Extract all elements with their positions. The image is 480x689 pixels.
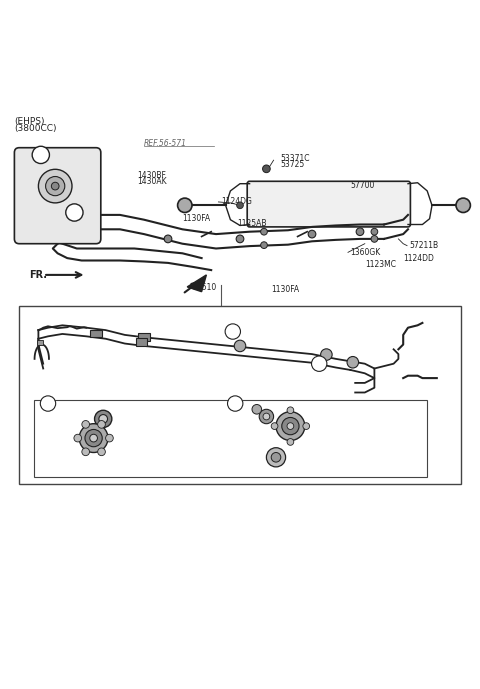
Circle shape — [308, 230, 316, 238]
Bar — [34, 400, 427, 477]
Circle shape — [287, 423, 294, 429]
Text: 1130FA: 1130FA — [182, 214, 211, 223]
Circle shape — [261, 242, 267, 249]
Text: 57510: 57510 — [192, 283, 216, 292]
Text: 57560: 57560 — [389, 375, 413, 384]
Circle shape — [82, 420, 90, 429]
Text: a: a — [230, 327, 235, 336]
Text: b: b — [317, 359, 322, 368]
Circle shape — [98, 420, 106, 429]
Circle shape — [371, 236, 378, 243]
Text: 1125AB: 1125AB — [238, 219, 267, 228]
Text: A: A — [72, 209, 77, 216]
Circle shape — [271, 453, 281, 462]
Circle shape — [347, 356, 359, 368]
Text: 53371C: 53371C — [281, 154, 310, 163]
Text: 57239E: 57239E — [245, 424, 274, 433]
Circle shape — [287, 439, 294, 445]
Circle shape — [303, 423, 310, 429]
Circle shape — [79, 424, 108, 453]
Text: 1360GK: 1360GK — [350, 248, 381, 257]
Circle shape — [271, 423, 278, 429]
Circle shape — [276, 412, 305, 440]
Circle shape — [38, 169, 72, 203]
FancyBboxPatch shape — [14, 147, 101, 244]
Circle shape — [236, 235, 244, 243]
Circle shape — [259, 409, 274, 424]
Text: (3800CC): (3800CC) — [14, 124, 57, 133]
FancyBboxPatch shape — [247, 181, 410, 227]
Text: 57555J: 57555J — [74, 351, 101, 360]
Text: 57562: 57562 — [389, 380, 413, 389]
Text: 1130FA: 1130FA — [271, 285, 300, 294]
Circle shape — [321, 349, 332, 360]
Circle shape — [261, 228, 267, 235]
Circle shape — [287, 407, 294, 413]
Circle shape — [40, 396, 56, 411]
Text: 57587: 57587 — [72, 405, 96, 414]
Bar — [19, 306, 461, 484]
Circle shape — [51, 183, 59, 190]
Circle shape — [98, 448, 106, 455]
Text: 1123MC: 1123MC — [365, 260, 396, 269]
Circle shape — [95, 410, 112, 428]
Circle shape — [164, 235, 172, 243]
Circle shape — [82, 448, 89, 455]
Circle shape — [46, 176, 65, 196]
Text: FR.: FR. — [29, 270, 47, 280]
Circle shape — [90, 434, 97, 442]
Circle shape — [85, 429, 102, 446]
Circle shape — [234, 340, 246, 351]
Circle shape — [371, 228, 378, 235]
Text: 57700: 57700 — [350, 181, 375, 189]
Text: A: A — [38, 152, 44, 158]
Circle shape — [178, 198, 192, 212]
Text: 57252B: 57252B — [266, 462, 296, 471]
Circle shape — [106, 434, 113, 442]
Circle shape — [356, 228, 364, 236]
Circle shape — [252, 404, 262, 414]
Circle shape — [266, 448, 286, 467]
Circle shape — [66, 204, 83, 221]
Circle shape — [456, 198, 470, 212]
Text: 1430AK: 1430AK — [137, 177, 167, 186]
Bar — [136, 338, 147, 346]
Text: 57240: 57240 — [125, 416, 149, 425]
Circle shape — [32, 146, 49, 163]
Bar — [138, 333, 150, 341]
Text: 1124DG: 1124DG — [221, 198, 252, 207]
Polygon shape — [187, 275, 206, 291]
Text: 57587A: 57587A — [91, 362, 120, 371]
Circle shape — [99, 415, 108, 423]
Circle shape — [225, 324, 240, 339]
Text: a: a — [46, 399, 50, 408]
Circle shape — [282, 418, 299, 435]
Text: 1124DD: 1124DD — [403, 254, 434, 263]
Circle shape — [228, 396, 243, 411]
Text: 57584A: 57584A — [43, 362, 72, 371]
Text: b: b — [233, 399, 238, 408]
Text: 1430BF: 1430BF — [137, 171, 166, 180]
Bar — [37, 340, 43, 345]
Text: (EHPS): (EHPS) — [14, 117, 45, 126]
Text: 53725: 53725 — [281, 160, 305, 169]
Circle shape — [74, 434, 82, 442]
Text: 57239E: 57239E — [125, 431, 154, 440]
Text: REF.56-571: REF.56-571 — [144, 139, 187, 148]
Circle shape — [237, 202, 243, 209]
Text: 57555K: 57555K — [288, 406, 317, 415]
Circle shape — [263, 165, 270, 173]
Text: 57211B: 57211B — [409, 241, 438, 250]
Circle shape — [263, 413, 270, 420]
Text: 57240: 57240 — [245, 405, 269, 414]
Circle shape — [312, 356, 327, 371]
Bar — [90, 329, 102, 338]
Text: 57587D: 57587D — [24, 342, 54, 351]
